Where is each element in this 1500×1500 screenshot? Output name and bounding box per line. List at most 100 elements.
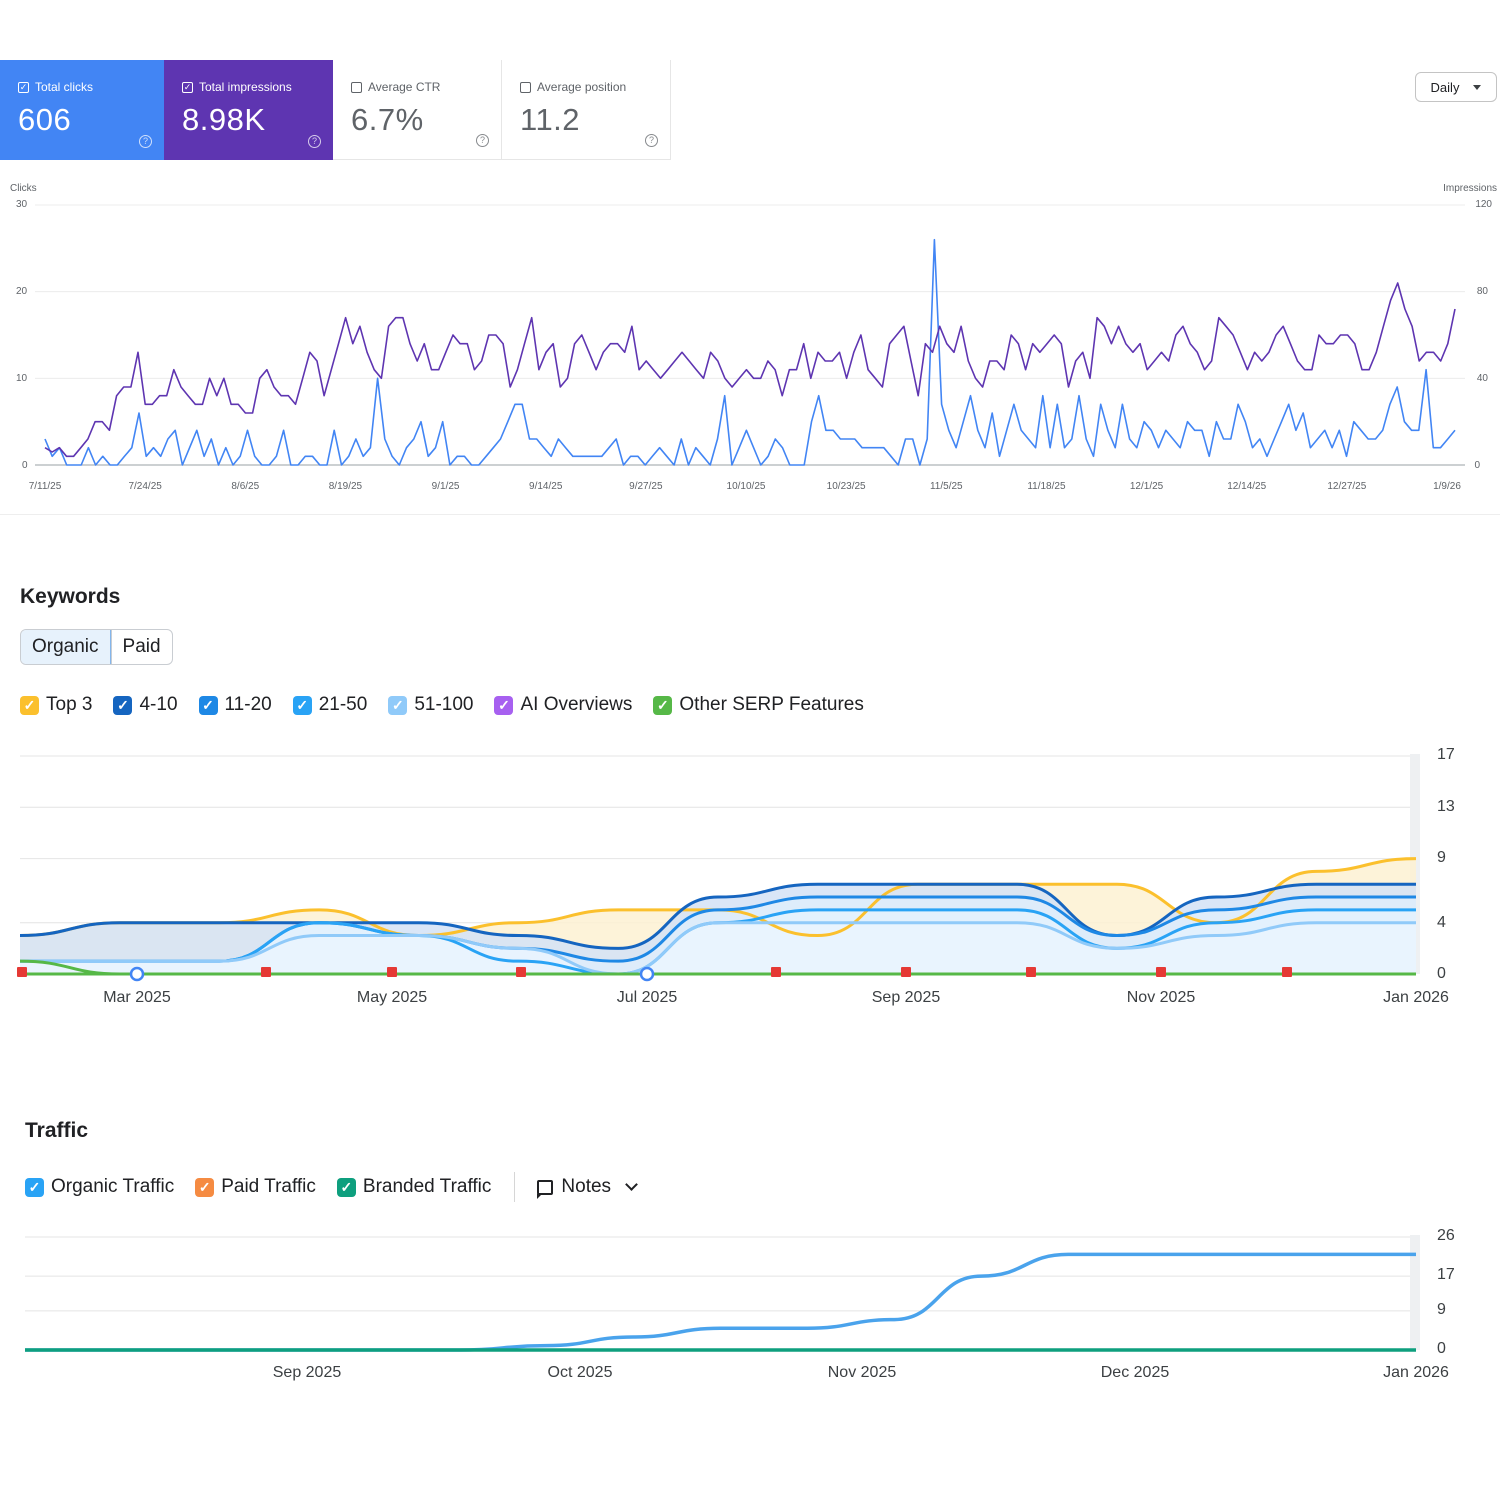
checkbox-checked-icon: ✓ — [182, 81, 193, 93]
x-tick: 7/24/25 — [128, 481, 162, 492]
divider — [0, 514, 1500, 515]
series-line-organic-traffic — [24, 1252, 1416, 1352]
y-tick-right: 0 — [1474, 460, 1480, 471]
legend-item-ai-overviews[interactable]: ✓ AI Overviews — [494, 694, 632, 716]
x-tick: 7/11/25 — [29, 481, 62, 492]
notes-dropdown[interactable]: Notes — [514, 1172, 638, 1202]
y-tick-left: 20 — [16, 286, 28, 297]
y-tick-right: 40 — [1476, 373, 1488, 384]
help-icon[interactable]: ? — [476, 134, 489, 147]
x-tick: Dec 2025 — [1100, 1364, 1170, 1381]
legend-label: 4-10 — [139, 694, 178, 715]
keywords-chart — [17, 754, 1420, 982]
y-tick: 9 — [1437, 849, 1446, 866]
metric-value: 11.2 — [520, 102, 581, 137]
event-flag-icon — [17, 967, 27, 977]
checkbox-checked-icon: ✓ — [494, 695, 514, 715]
y-tick: 4 — [1437, 914, 1446, 931]
help-icon[interactable]: ? — [308, 135, 321, 148]
checkbox-unchecked-icon — [520, 81, 531, 93]
help-icon[interactable]: ? — [645, 134, 658, 147]
performance-chart: 7/11/25 7/24/25 8/6/25 8/19/25 9/1/25 9/14/25… — [29, 204, 1465, 492]
x-tick: Nov 2025 — [827, 1364, 897, 1381]
series-line-51-100 — [20, 921, 1416, 976]
event-flag-icon — [771, 967, 781, 977]
event-flag-icon — [387, 967, 397, 977]
y-tick: 17 — [1437, 746, 1455, 763]
legend-item-51-100[interactable]: ✓ 51-100 — [388, 694, 473, 716]
google-update-icon — [639, 966, 655, 982]
x-tick: 11/18/25 — [1027, 481, 1066, 492]
legend-label: Organic Traffic — [51, 1176, 175, 1197]
y-tick-left: 10 — [16, 373, 28, 384]
x-tick: 11/5/25 — [930, 481, 963, 492]
legend-item-21-50[interactable]: ✓ 21-50 — [292, 694, 367, 716]
legend-label: AI Overviews — [520, 694, 633, 715]
current-period-band — [1410, 1235, 1420, 1350]
x-tick: Sep 2025 — [871, 989, 941, 1006]
granularity-label: Daily — [1430, 79, 1460, 95]
checkbox-unchecked-icon — [351, 81, 362, 93]
keywords-legend: ✓ Top 3 ✓ 4-10 ✓ 11-20 ✓ 21-50 ✓ 51-100 ✓ AI O… — [20, 694, 885, 716]
checkbox-checked-icon: ✓ — [20, 695, 39, 715]
x-tick: Jul 2025 — [616, 989, 678, 1006]
tab-organic[interactable]: Organic — [20, 630, 111, 664]
legend-label: Other SERP Features — [679, 694, 864, 715]
checkbox-checked-icon: ✓ — [113, 695, 133, 715]
granularity-dropdown[interactable]: Daily — [1415, 72, 1497, 102]
event-flag-icon — [1026, 967, 1036, 977]
metric-card-average-position[interactable]: Average position 11.2 ? — [502, 60, 671, 160]
x-tick: 8/19/25 — [329, 481, 363, 492]
legend-item-paid-traffic[interactable]: ✓ Paid Traffic — [195, 1176, 316, 1198]
checkbox-checked-icon: ✓ — [336, 1177, 356, 1197]
y-tick: 0 — [1437, 965, 1446, 982]
x-tick: 9/1/25 — [432, 481, 460, 492]
metric-card-average-ctr[interactable]: Average CTR 6.7% ? — [333, 60, 502, 160]
x-tick: May 2025 — [356, 989, 428, 1006]
keywords-title: Keywords — [20, 585, 121, 608]
series-line-total-impressions — [44, 282, 1456, 458]
checkbox-checked-icon: ✓ — [388, 695, 408, 715]
checkbox-checked-icon: ✓ — [292, 695, 312, 715]
tab-paid[interactable]: Paid — [110, 630, 172, 664]
keywords-type-toggle: Organic Paid — [20, 629, 173, 665]
y-tick: 17 — [1437, 1266, 1455, 1283]
event-flag-icon — [516, 967, 526, 977]
x-tick: 9/27/25 — [629, 481, 663, 492]
legend-label: 51-100 — [414, 694, 474, 715]
legend-item-branded-traffic[interactable]: ✓ Branded Traffic — [336, 1176, 491, 1198]
metric-card-total-clicks[interactable]: ✓ Total clicks 606 ? — [0, 60, 164, 160]
series-line-top-3 — [19, 857, 1417, 938]
y-tick: 26 — [1437, 1227, 1455, 1244]
y-tick: 13 — [1437, 798, 1455, 815]
series-line-4-10 — [19, 882, 1416, 950]
checkbox-checked-icon: ✓ — [653, 695, 673, 715]
x-tick: Jan 2026 — [1383, 1364, 1449, 1381]
legend-item-4-10[interactable]: ✓ 4-10 — [113, 694, 178, 716]
help-icon[interactable]: ? — [139, 135, 152, 148]
event-flag-icon — [1282, 967, 1292, 977]
legend-item-11-20[interactable]: ✓ 11-20 — [198, 694, 272, 716]
x-tick: 1/9/26 — [1433, 481, 1461, 492]
traffic-title: Traffic — [25, 1119, 89, 1142]
event-flag-icon — [901, 967, 911, 977]
metric-value: 6.7% — [351, 102, 424, 137]
x-tick: Mar 2025 — [103, 989, 171, 1006]
metric-label: Total clicks — [35, 80, 94, 94]
y-tick: 9 — [1437, 1301, 1446, 1318]
caret-down-icon — [1473, 84, 1482, 90]
y-tick-left: 30 — [16, 199, 28, 210]
traffic-legend: ✓ Organic Traffic ✓ Paid Traffic ✓ Branded … — [25, 1172, 638, 1202]
legend-label: Paid Traffic — [221, 1176, 316, 1197]
checkbox-checked-icon: ✓ — [25, 1177, 44, 1197]
legend-item-other-serp-features[interactable]: ✓ Other SERP Features — [653, 694, 864, 716]
metric-value: 606 — [18, 102, 72, 137]
metric-card-total-impressions[interactable]: ✓ Total impressions 8.98K ? — [164, 60, 333, 160]
traffic-chart — [24, 1235, 1420, 1352]
legend-item-organic-traffic[interactable]: ✓ Organic Traffic — [25, 1176, 174, 1198]
x-tick: 9/14/25 — [529, 481, 563, 492]
legend-item-top-3[interactable]: ✓ Top 3 — [20, 694, 92, 716]
x-tick: 10/10/25 — [727, 481, 766, 492]
event-flag-icon — [261, 967, 271, 977]
x-tick: 10/23/25 — [827, 481, 866, 492]
